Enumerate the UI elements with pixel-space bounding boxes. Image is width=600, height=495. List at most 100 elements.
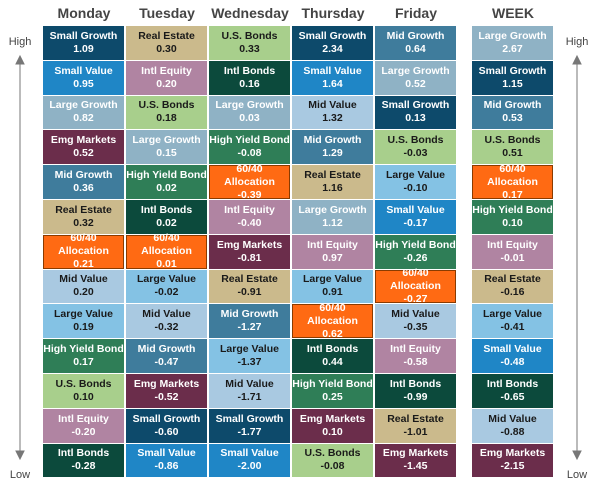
asset-name: 60/40 Allocation: [487, 162, 538, 188]
column-header: Friday: [394, 5, 437, 21]
asset-cell: Large Growth 0.52: [375, 60, 456, 95]
asset-name: Mid Growth: [386, 29, 445, 42]
column-header: WEEK: [492, 5, 534, 21]
asset-cell: Mid Growth -0.47: [126, 339, 207, 373]
asset-cell: Emg Markets -1.45: [375, 443, 456, 478]
asset-cell: Mid Value -1.71: [209, 374, 290, 408]
asset-cell: Large Value 0.91: [292, 269, 373, 304]
asset-cell: Large Growth 0.82: [43, 95, 124, 130]
asset-cell: Intl Bonds 0.02: [126, 200, 207, 234]
asset-name: Intl Bonds: [223, 64, 276, 77]
asset-cell: Real Estate -1.01: [375, 408, 456, 443]
asset-name: Mid Value: [391, 308, 440, 321]
asset-return: 0.52: [73, 147, 94, 160]
asset-name: High Yield Bond: [43, 343, 124, 356]
asset-return: 0.20: [73, 286, 94, 299]
asset-name: 60/40 Allocation: [390, 267, 441, 292]
asset-return: -0.58: [403, 356, 428, 369]
asset-return: -0.10: [403, 182, 428, 195]
asset-name: Emg Markets: [382, 447, 449, 460]
asset-name: Small Growth: [298, 29, 367, 42]
asset-name: High Yield Bond: [126, 169, 207, 182]
asset-cell: 60/40 Allocation 0.17: [472, 162, 553, 201]
asset-return: 0.10: [502, 216, 523, 229]
asset-return: 1.12: [322, 216, 343, 229]
asset-name: Large Growth: [478, 29, 547, 42]
asset-name: 60/40 Allocation: [58, 232, 109, 258]
asset-return: 1.29: [322, 147, 343, 160]
asset-return: -2.15: [500, 460, 525, 473]
asset-cell: Large Growth 0.15: [126, 130, 207, 165]
asset-name: Emg Markets: [216, 238, 283, 251]
asset-return: 1.16: [322, 182, 343, 195]
asset-return: -0.01: [500, 251, 525, 264]
asset-cell: Emg Markets -0.81: [209, 234, 290, 269]
asset-cell: Emg Markets -0.52: [126, 374, 207, 408]
asset-cell: U.S. Bonds -0.08: [292, 443, 373, 478]
asset-return: 0.10: [73, 390, 94, 403]
asset-name: Emg Markets: [50, 134, 117, 147]
asset-cell: High Yield Bond 0.17: [43, 339, 124, 373]
asset-cell: Mid Value 1.32: [292, 95, 373, 130]
asset-name: High Yield Bond: [472, 203, 553, 216]
asset-return: -0.65: [500, 390, 525, 403]
asset-return: 0.02: [156, 216, 177, 229]
asset-cell: Intl Bonds 0.44: [292, 339, 373, 373]
asset-return: 0.64: [405, 42, 426, 55]
asset-cell: Mid Growth 1.29: [292, 130, 373, 165]
asset-name: Large Value: [303, 273, 362, 286]
asset-return: 0.02: [156, 182, 177, 195]
asset-name: High Yield Bond: [375, 238, 456, 251]
asset-name: Large Growth: [49, 99, 118, 112]
asset-cell: Intl Bonds 0.16: [209, 60, 290, 95]
asset-return: 0.01: [156, 258, 177, 271]
asset-cell: Small Growth 0.13: [375, 95, 456, 130]
asset-return: 1.64: [322, 77, 343, 90]
asset-cell: 60/40 Allocation -0.27: [375, 267, 456, 305]
asset-return: 0.82: [73, 112, 94, 125]
asset-name: Large Value: [137, 273, 196, 286]
asset-cell: Large Value -0.41: [472, 304, 553, 339]
asset-return: 0.95: [73, 77, 94, 90]
asset-cell: Intl Equity -0.01: [472, 234, 553, 269]
asset-return: -1.45: [403, 460, 428, 473]
asset-return: 0.44: [322, 356, 343, 369]
asset-name: Small Growth: [215, 412, 284, 425]
asset-return: -0.52: [154, 390, 179, 403]
asset-return: -0.08: [237, 147, 262, 160]
high-label: High: [565, 36, 589, 48]
asset-name: Large Value: [386, 169, 445, 182]
asset-return: -1.01: [403, 425, 428, 438]
asset-return: 0.17: [502, 188, 523, 201]
asset-name: Intl Equity: [390, 343, 441, 356]
asset-name: High Yield Bond: [292, 377, 373, 390]
asset-cell: Large Value -0.10: [375, 165, 456, 199]
asset-name: Mid Value: [142, 308, 191, 321]
asset-return: 1.32: [322, 112, 343, 125]
asset-name: Small Growth: [132, 412, 201, 425]
asset-cell: Small Value -0.86: [126, 443, 207, 478]
asset-cell: Large Growth 0.03: [209, 95, 290, 130]
asset-return: -0.88: [500, 425, 525, 438]
asset-cell: Small Value 1.64: [292, 60, 373, 95]
asset-name: Real Estate: [484, 273, 541, 286]
asset-name: Small Value: [220, 447, 279, 460]
asset-return: 2.67: [502, 42, 523, 55]
asset-return: 0.32: [73, 216, 94, 229]
asset-cell: Small Value -2.00: [209, 443, 290, 478]
asset-cell: Intl Equity 0.20: [126, 60, 207, 95]
asset-name: 60/40 Allocation: [141, 232, 192, 258]
asset-name: U.S. Bonds: [387, 134, 444, 147]
asset-return: -1.77: [237, 425, 262, 438]
asset-return: 0.51: [502, 147, 523, 160]
asset-return: -0.35: [403, 321, 428, 334]
asset-return: -0.08: [320, 460, 345, 473]
asset-return: 0.33: [239, 42, 260, 55]
asset-cell: Large Value -1.37: [209, 339, 290, 373]
asset-cell: U.S. Bonds 0.10: [43, 374, 124, 408]
asset-cell: 60/40 Allocation 0.21: [43, 232, 124, 270]
asset-cell: Intl Equity -0.20: [43, 408, 124, 443]
asset-name: Intl Bonds: [389, 377, 442, 390]
asset-name: Large Value: [54, 308, 113, 321]
